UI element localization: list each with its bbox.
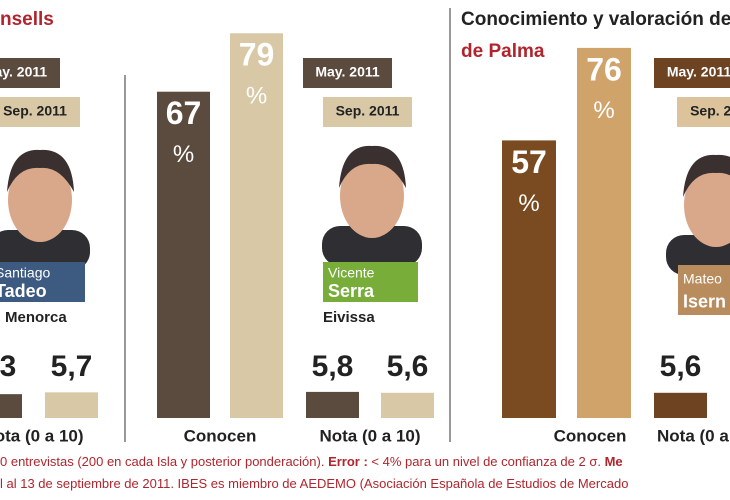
footer-line: l al 13 de septiembre de 2011. IBES es m… bbox=[0, 476, 628, 491]
bar bbox=[381, 392, 434, 418]
first-name: Santiago bbox=[0, 265, 50, 281]
x-label: Nota (0 a 10) bbox=[657, 426, 730, 445]
value-label: 57 bbox=[511, 144, 547, 180]
footer-segment: 0 entrevistas (200 en cada Isla y poster… bbox=[0, 454, 328, 469]
value-label: 5,8 bbox=[312, 350, 354, 383]
legend-swatch bbox=[0, 58, 60, 88]
bar bbox=[45, 392, 98, 418]
bar bbox=[577, 47, 631, 418]
footer-segment: l al 13 de septiembre de 2011. IBES es m… bbox=[0, 476, 628, 491]
footer-segment: Error : bbox=[328, 454, 368, 469]
bar bbox=[306, 391, 359, 418]
legend-label: May. 2011 bbox=[0, 64, 47, 80]
footer-segment: < 4% para un nivel de confianza de 2 σ. bbox=[368, 454, 605, 469]
value-label: 76 bbox=[586, 51, 622, 87]
legend-label: Sep. 2011 bbox=[690, 103, 730, 119]
name-box bbox=[678, 265, 730, 315]
legend-label: May. 2011 bbox=[667, 64, 730, 80]
name-box bbox=[0, 262, 85, 302]
legend-swatch bbox=[654, 58, 730, 88]
last-name: Isern bbox=[683, 291, 726, 311]
photo-face bbox=[684, 163, 730, 247]
last-name: Serra bbox=[328, 281, 375, 301]
unit-label: % bbox=[173, 141, 194, 168]
value-label: 5,6 bbox=[387, 350, 429, 383]
photo-hair bbox=[339, 145, 406, 188]
photo-face bbox=[340, 154, 404, 238]
bar bbox=[502, 140, 556, 418]
unit-label: % bbox=[246, 83, 267, 110]
legend-swatch bbox=[323, 97, 412, 127]
value-label: 79 bbox=[239, 37, 275, 73]
footer-segment: Me bbox=[605, 454, 623, 469]
right-title: Conocimiento y valoración de bbox=[461, 9, 730, 30]
legend-label: May. 2011 bbox=[315, 64, 380, 80]
photo-shoulders bbox=[322, 226, 422, 266]
footer-line: 0 entrevistas (200 en cada Isla y poster… bbox=[0, 454, 623, 469]
first-name: Vicente bbox=[328, 265, 375, 281]
first-name: Mateo bbox=[683, 271, 722, 287]
x-label: Nota (0 a 10) bbox=[319, 426, 420, 445]
legend-swatch bbox=[303, 58, 392, 88]
legend-label: Sep. 2011 bbox=[3, 103, 67, 119]
photo-hair bbox=[7, 149, 74, 192]
bar bbox=[654, 392, 707, 418]
x-label: Nota (0 a 10) bbox=[0, 426, 84, 445]
unit-label: % bbox=[518, 190, 539, 217]
bar bbox=[157, 91, 210, 419]
island: Menorca bbox=[5, 309, 67, 326]
value-label: 67 bbox=[166, 95, 202, 131]
bar bbox=[230, 33, 283, 419]
name-box bbox=[323, 262, 418, 302]
value-label: 5,7 bbox=[51, 350, 93, 383]
x-label: Conocen bbox=[184, 426, 257, 445]
bar bbox=[0, 394, 22, 418]
island: Eivissa bbox=[323, 309, 375, 326]
photo-face bbox=[8, 158, 72, 242]
legend-swatch bbox=[0, 97, 80, 127]
legend-swatch bbox=[677, 97, 730, 127]
value-label: 5,3 bbox=[0, 350, 16, 383]
photo-hair bbox=[683, 154, 730, 197]
legend-label: Sep. 2011 bbox=[336, 103, 400, 119]
photo-shoulders bbox=[0, 230, 90, 270]
left-title: nsells bbox=[0, 9, 54, 30]
value-label: 5,6 bbox=[660, 350, 702, 383]
last-name: Tadeo bbox=[0, 281, 47, 301]
unit-label: % bbox=[593, 97, 614, 124]
right-subtitle: de Palma bbox=[461, 41, 545, 62]
x-label: Conocen bbox=[554, 426, 627, 445]
